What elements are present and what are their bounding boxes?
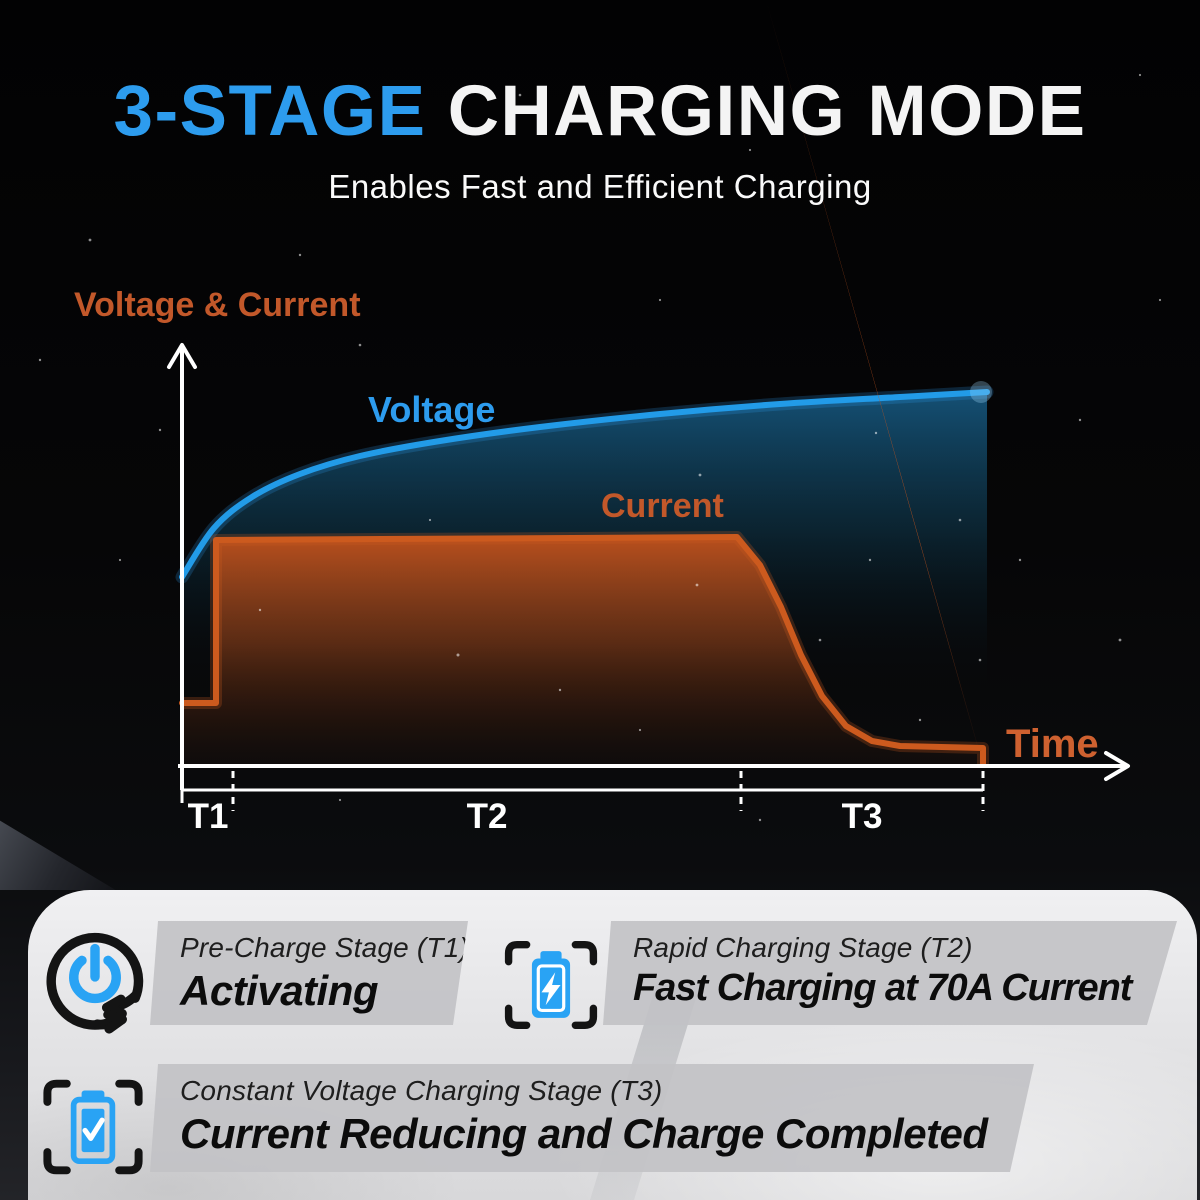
x-axis-arrow <box>1104 751 1130 781</box>
segment-label-t1: T1 <box>187 797 229 836</box>
segment-label-t3: T3 <box>841 797 883 836</box>
current-series-label: Current <box>601 487 724 525</box>
page-title-rest: CHARGING MODE <box>426 72 1087 151</box>
current-area <box>182 0 983 766</box>
stage-2-title: Rapid Charging Stage (T2) <box>633 932 973 963</box>
stage-3-desc: Current Reducing and Charge Completed <box>180 1110 988 1157</box>
y-axis-title: Voltage & Current <box>74 286 361 324</box>
battery-check-icon <box>43 1079 143 1175</box>
stage-3-label-box: Constant Voltage Charging Stage (T3) Cur… <box>150 1064 1034 1172</box>
segment-label-t2: T2 <box>466 797 508 836</box>
voltage-curve <box>179 389 990 580</box>
stage-2-label-box: Rapid Charging Stage (T2) Fast Charging … <box>603 921 1177 1025</box>
stage-1-title: Pre-Charge Stage (T1) <box>180 932 469 963</box>
battery-bolt-icon <box>504 941 598 1029</box>
current-curve <box>179 534 986 767</box>
page-subtitle: Enables Fast and Efficient Charging <box>328 168 872 205</box>
page-title-highlight: 3-STAGE <box>113 72 427 151</box>
stage-1-label-box: Pre-Charge Stage (T1) Activating <box>150 921 468 1025</box>
stage-2-desc: Fast Charging at 70A Current <box>633 967 1132 1009</box>
stage-1-desc: Activating <box>180 967 379 1014</box>
y-axis-arrow <box>167 343 197 369</box>
star-field <box>38 73 1162 822</box>
voltage-series-label: Voltage <box>368 389 496 430</box>
voltage-curve-tip-glow <box>970 381 992 403</box>
x-axis-title: Time <box>1006 722 1099 766</box>
stage-3-title: Constant Voltage Charging Stage (T3) <box>180 1075 663 1106</box>
power-cycle-icon <box>46 932 144 1034</box>
page-title: 3-STAGE CHARGING MODE <box>0 76 1200 147</box>
